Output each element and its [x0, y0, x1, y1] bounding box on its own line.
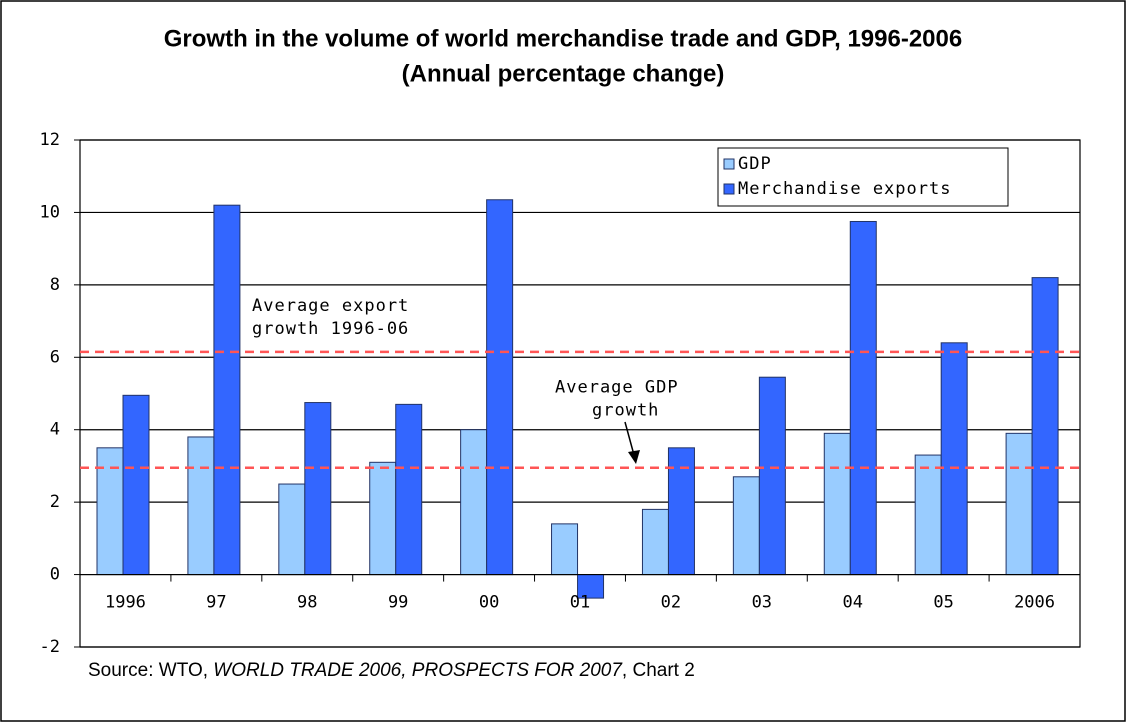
y-tick-label: -2 — [40, 637, 60, 657]
source-text: , Chart 2 — [621, 660, 695, 681]
legend-swatch — [723, 158, 735, 170]
bar — [758, 376, 786, 576]
y-tick-label: 6 — [50, 347, 60, 367]
y-tick-label: 8 — [50, 275, 60, 295]
bar — [304, 402, 332, 576]
x-tick-label: 98 — [297, 593, 317, 613]
x-tick-label: 99 — [388, 593, 408, 613]
bar — [914, 454, 942, 576]
bar — [732, 476, 760, 576]
bar — [1005, 432, 1033, 576]
bar — [940, 342, 968, 576]
y-tick-label: 2 — [50, 492, 60, 512]
x-tick-label: 04 — [842, 593, 862, 613]
x-tick-label: 02 — [661, 593, 681, 613]
bar — [278, 483, 306, 576]
x-tick-label: 2006 — [1014, 593, 1055, 613]
legend-swatch — [723, 183, 735, 195]
chart-subtitle: (Annual percentage change) — [402, 60, 725, 87]
annotation: growth 1996-06 — [252, 319, 409, 339]
arrow-head — [628, 450, 640, 464]
bar — [1031, 277, 1059, 576]
bar — [187, 436, 215, 576]
x-tick-label: 97 — [206, 593, 226, 613]
bar — [213, 204, 241, 576]
y-tick-label: 4 — [50, 420, 60, 440]
source: Source: WTO, WORLD TRADE 2006, PROSPECTS… — [88, 660, 695, 682]
bar — [849, 220, 877, 576]
x-tick-label: 00 — [479, 593, 499, 613]
legend-box — [717, 147, 1009, 207]
bar — [823, 432, 851, 576]
chart-title: Growth in the volume of world merchandis… — [164, 25, 962, 52]
y-tick-label: 12 — [40, 130, 60, 150]
annotation: growth — [592, 401, 659, 421]
bar — [551, 523, 579, 576]
bar — [460, 429, 488, 576]
bar — [122, 394, 150, 576]
source-text: Source: WTO, — [88, 660, 214, 681]
bar — [369, 461, 397, 576]
source-title: WORLD TRADE 2006, PROSPECTS FOR 2007 — [213, 660, 622, 681]
legend-label: Merchandise exports — [738, 179, 951, 199]
x-tick-label: 03 — [752, 593, 772, 613]
annotation: Average GDP — [555, 378, 679, 398]
x-tick-label: 1996 — [105, 593, 146, 613]
bar — [395, 403, 423, 576]
x-tick-label: 05 — [933, 593, 953, 613]
bar — [486, 199, 514, 576]
annotation: Average export — [252, 296, 409, 316]
arrow — [624, 421, 635, 456]
x-tick-label: 01 — [570, 593, 590, 613]
y-tick-label: 0 — [50, 565, 60, 585]
y-tick-label: 10 — [40, 202, 60, 222]
legend-label: GDP — [738, 154, 772, 174]
bar — [641, 508, 669, 576]
